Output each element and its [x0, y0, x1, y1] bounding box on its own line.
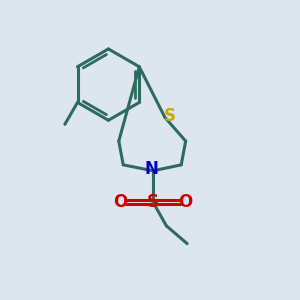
Text: O: O: [113, 193, 127, 211]
Text: S: S: [164, 107, 176, 125]
Text: O: O: [178, 193, 193, 211]
Text: S: S: [147, 193, 159, 211]
Text: N: N: [145, 160, 158, 178]
